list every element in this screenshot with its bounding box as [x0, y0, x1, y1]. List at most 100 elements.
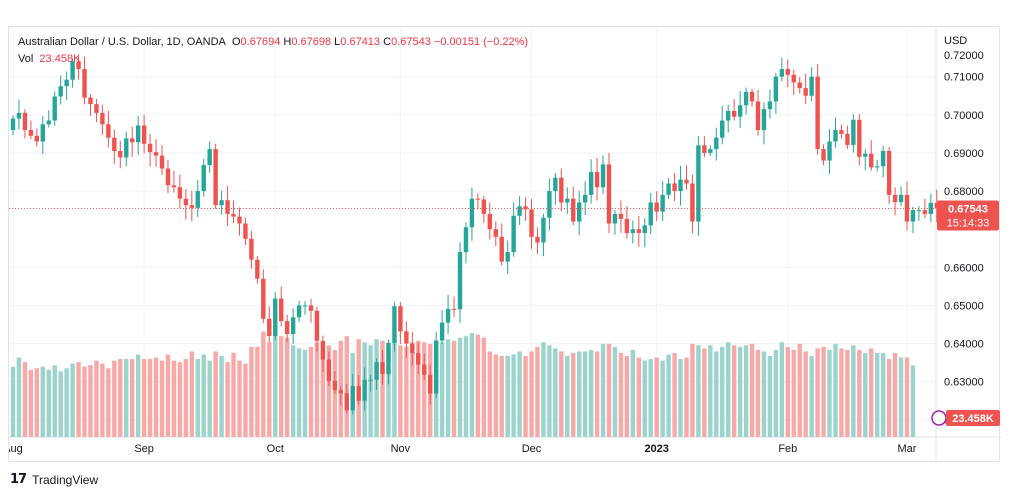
volume-bar: [153, 357, 159, 437]
candle-body: [690, 183, 695, 222]
volume-bar: [124, 359, 129, 437]
candle-body: [404, 331, 409, 344]
candle-body: [219, 200, 224, 206]
candle-body: [124, 138, 129, 158]
high-value: 0.67698: [291, 36, 332, 48]
volume-bar: [410, 342, 415, 437]
volume-bar: [10, 366, 16, 437]
last-price-badge: [937, 200, 999, 231]
candle-body: [922, 210, 928, 214]
volume-bar: [743, 345, 749, 437]
candle-body: [344, 393, 349, 411]
candle-body: [433, 340, 439, 394]
candle-body: [606, 164, 612, 224]
low-label: L: [334, 36, 341, 48]
volume-bar: [863, 352, 868, 437]
time-axis[interactable]: Aug Sep Oct Nov Dec 2023 Feb Mar: [9, 443, 917, 455]
volume-bar: [457, 337, 463, 437]
volume-bar: [869, 348, 874, 437]
volume-bar: [821, 346, 826, 437]
candle-body: [76, 61, 81, 70]
volume-bar: [737, 346, 743, 437]
price-axis[interactable]: 0.71000 0.70000 0.69000 0.68000 0.66000 0.650…: [944, 35, 984, 427]
candle-body: [159, 155, 165, 169]
candle-body: [380, 362, 385, 375]
candle-body: [130, 138, 135, 143]
volume-bar: [398, 345, 403, 437]
candle-body: [743, 91, 749, 106]
volume-value: 23.458K: [39, 53, 81, 65]
candle-body: [40, 124, 45, 142]
volume-bar: [118, 359, 123, 437]
candle-body: [612, 213, 618, 224]
candle-body: [362, 379, 367, 401]
candle-body: [100, 112, 105, 125]
candle-body: [565, 198, 570, 203]
volume-bar: [273, 334, 278, 437]
volume-bar: [702, 348, 707, 437]
candle-body: [577, 202, 582, 222]
volume-bar: [630, 349, 636, 437]
chart-frame[interactable]: 0.71000 0.70000 0.69000 0.68000 0.66000 0.650…: [8, 26, 1001, 463]
volume-bar: [797, 343, 802, 437]
volume-bar: [654, 357, 659, 437]
volume-bar: [857, 349, 862, 437]
candle-body: [678, 179, 683, 192]
candle-body: [869, 153, 874, 168]
volume-bar: [296, 348, 302, 437]
volume-bar: [773, 349, 779, 437]
volume-bar: [314, 342, 320, 437]
candle-body: [803, 88, 808, 96]
volume-bar: [243, 363, 248, 437]
footer: 𝟭𝟳 TradingView: [10, 472, 98, 487]
candle-body: [726, 110, 731, 121]
candle-body: [720, 120, 725, 138]
tradingview-logo-icon[interactable]: 𝟭𝟳: [10, 472, 27, 487]
candle-body: [147, 143, 153, 153]
symbol-title[interactable]: Australian Dollar / U.S. Dollar, 1D, OAN…: [18, 36, 226, 48]
volume-bar: [404, 346, 409, 437]
volume-bar: [171, 360, 177, 437]
volume-bar: [785, 346, 790, 437]
volume-bar: [94, 360, 99, 437]
volume-bar: [535, 346, 540, 437]
candle-body: [875, 166, 880, 168]
candle-body: [809, 76, 814, 96]
volume-bar: [469, 333, 475, 437]
candle-body: [46, 120, 51, 125]
volume-bar: [499, 356, 504, 437]
candle-body: [815, 76, 820, 150]
candle-body: [559, 177, 564, 203]
volume-bar: [624, 356, 630, 437]
volume-bar: [833, 343, 838, 437]
candlestick-chart[interactable]: 0.71000 0.70000 0.69000 0.68000 0.66000 0.650…: [9, 27, 1001, 463]
volume-bar: [547, 345, 552, 437]
volume-bar: [875, 352, 880, 437]
candle-body: [672, 183, 677, 192]
volume-bar: [82, 366, 87, 437]
brand-name[interactable]: TradingView: [32, 472, 99, 487]
volume-bar: [106, 368, 111, 437]
candle-body: [255, 259, 260, 279]
volume-bar: [112, 360, 117, 437]
volume-bar: [678, 359, 683, 437]
y-tick-label: 0.71000: [944, 72, 984, 84]
volume-bar: [135, 354, 141, 437]
candle-body: [416, 353, 421, 365]
x-tick-label: Mar: [898, 443, 917, 455]
volume-bar: [666, 354, 671, 437]
volume-bar: [648, 359, 653, 437]
volume-bar: [70, 363, 75, 437]
volume-bar: [886, 359, 892, 437]
volume-bar: [606, 343, 612, 437]
volume-bar: [130, 359, 135, 437]
candle-body: [511, 215, 516, 253]
candle-body: [320, 340, 326, 360]
candle-body: [243, 223, 248, 239]
volume-bar: [749, 343, 755, 437]
volume-bar: [684, 357, 689, 437]
candle-body: [52, 96, 57, 121]
candle-body: [886, 151, 892, 195]
candle-body: [791, 74, 796, 83]
candle-body: [708, 149, 713, 153]
